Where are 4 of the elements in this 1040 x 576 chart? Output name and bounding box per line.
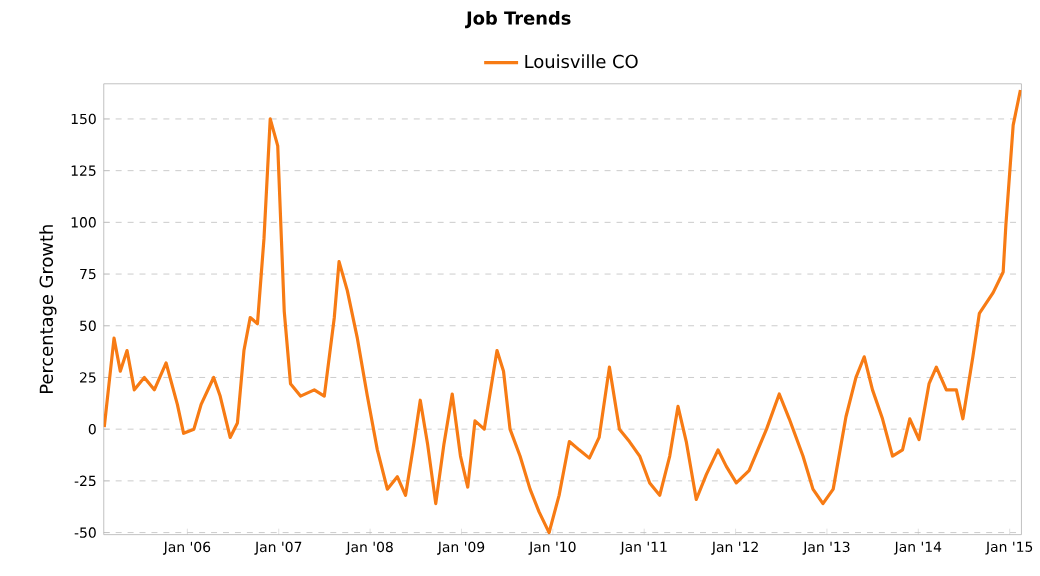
y-axis-title: Percentage Growth bbox=[39, 224, 57, 393]
chart-title: Job Trends bbox=[465, 10, 571, 28]
legend-label: Louisville CO bbox=[525, 54, 638, 68]
line-series bbox=[103, 88, 1022, 534]
